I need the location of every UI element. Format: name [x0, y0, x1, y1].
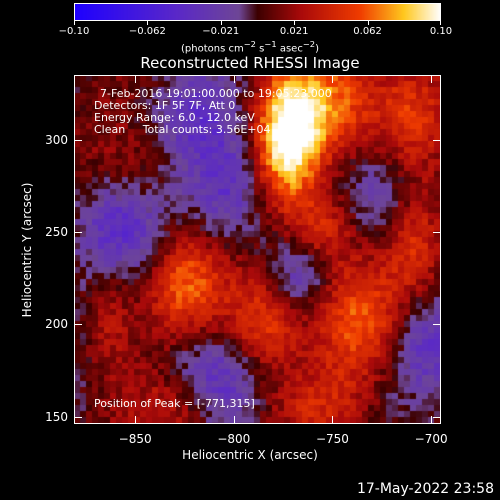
colorbar-tick-label: −0.10 [58, 26, 90, 37]
x-tick-label: −700 [414, 432, 448, 446]
x-tick-mark [233, 416, 235, 424]
colorbar-tick-mark [147, 21, 149, 25]
x-tick-mark [332, 75, 334, 83]
y-tick-mark [433, 324, 441, 326]
footer-timestamp: 17-May-2022 23:58 [356, 481, 494, 497]
y-tick-mark [433, 416, 441, 418]
colorbar-tick-mark [74, 21, 75, 25]
colorbar-tick-mark [294, 21, 296, 25]
y-tick-mark [74, 416, 82, 418]
colorbar-tick-label: 0.021 [279, 26, 309, 37]
info-energy-range: Energy Range: 6.0 - 12.0 keV [94, 111, 255, 124]
x-tick-label: −800 [217, 432, 251, 446]
y-tick-label: 150 [45, 409, 68, 424]
x-tick-mark [135, 416, 137, 424]
x-tick-mark [135, 75, 137, 83]
colorbar [74, 3, 441, 21]
x-axis-label: Heliocentric X (arcsec) [182, 448, 318, 462]
y-tick-mark [74, 324, 82, 326]
info-clean-counts: Clean Total counts: 3.56E+04 [94, 123, 271, 136]
colorbar-tick-mark [367, 21, 369, 25]
x-tick-mark [233, 75, 235, 83]
colorbar-unit-label: (photons cm−2 s−1 asec−2) [180, 39, 320, 55]
y-tick-mark [433, 231, 441, 233]
x-tick-label: −850 [118, 432, 152, 446]
info-detectors: Detectors: 1F 5F 7F, Att 0 [94, 99, 236, 112]
info-peak-position: Position of Peak = [-771,315] [94, 397, 255, 410]
y-tick-mark [433, 139, 441, 141]
rhessi-image-map [74, 75, 441, 424]
colorbar-tick-mark [440, 21, 441, 25]
x-tick-label: −750 [315, 432, 349, 446]
colorbar-tick-label: 0.10 [429, 26, 453, 37]
y-tick-label: 250 [45, 224, 68, 239]
y-tick-label: 300 [45, 132, 68, 147]
plot-area [74, 75, 441, 424]
colorbar-tick-label: 0.062 [353, 26, 382, 37]
x-tick-mark [332, 416, 334, 424]
colorbar-tick-mark [220, 21, 222, 25]
colorbar-tick-label: −0.062 [128, 26, 166, 37]
y-axis-label: Heliocentric Y (arcsec) [20, 182, 34, 318]
info-time-range: 7-Feb-2016 19:01:00.000 to 19:05:23.000 [100, 87, 332, 100]
y-tick-label: 200 [45, 317, 68, 332]
y-tick-mark [74, 231, 82, 233]
y-tick-mark [74, 139, 82, 141]
image-title: Reconstructed RHESSI Image [140, 54, 360, 72]
colorbar-tick-label: −0.021 [202, 26, 240, 37]
x-tick-mark [431, 75, 433, 83]
x-tick-mark [431, 416, 433, 424]
